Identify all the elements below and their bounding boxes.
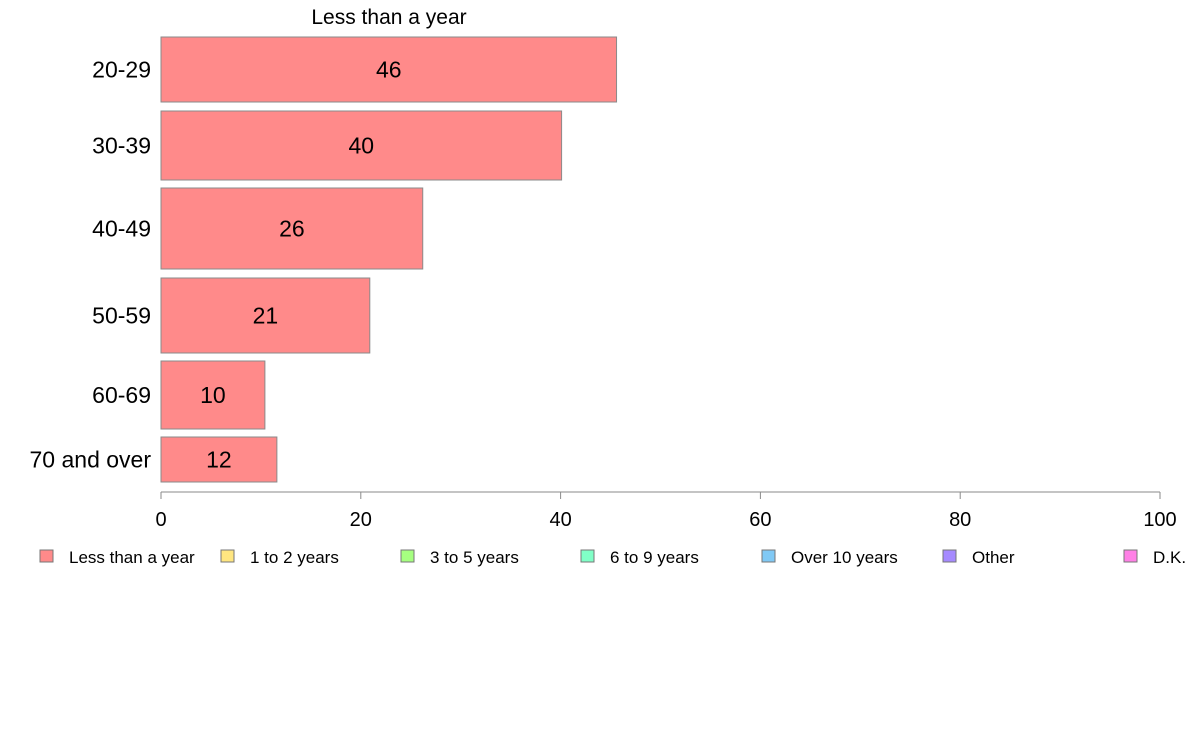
bar-20-29 [160, 36, 618, 103]
bar-70-and-over [160, 436, 278, 483]
legend-label: Less than a year [69, 548, 195, 567]
legend-label: Other [972, 548, 1015, 567]
bar-60-69 [160, 360, 266, 430]
legend-label: 1 to 2 years [250, 548, 339, 567]
category-label: 40-49 [92, 216, 151, 242]
bar-30-39 [160, 110, 563, 181]
bar-value-label: 21 [253, 303, 279, 329]
legend-label: D.K. [1153, 548, 1186, 567]
legend-swatch [39, 549, 54, 563]
legend-swatch [400, 549, 415, 563]
category-label: 20-29 [92, 57, 151, 83]
x-tick-label: 20 [350, 509, 372, 531]
legend-swatch [220, 549, 235, 563]
bar-value-label: 46 [376, 57, 402, 83]
bar-40-49 [160, 187, 424, 270]
legend-label: 3 to 5 years [430, 548, 519, 567]
legend-swatch [942, 549, 957, 563]
x-tick-label: 60 [749, 509, 771, 531]
bar-value-label: 10 [200, 382, 226, 408]
legend-swatch [1123, 549, 1138, 563]
bar-value-label: 40 [349, 133, 375, 159]
x-tick-label: 0 [155, 509, 166, 531]
legend-label: Over 10 years [791, 548, 898, 567]
category-label: 60-69 [92, 382, 151, 408]
bar-50-59 [160, 277, 371, 354]
legend-label: 6 to 9 years [610, 548, 699, 567]
bar-value-label: 12 [206, 447, 232, 473]
category-label: 70 and over [30, 447, 152, 473]
x-tick-label: 80 [949, 509, 971, 531]
category-label: 50-59 [92, 303, 151, 329]
chart-title: Less than a year [311, 6, 466, 29]
bar-value-label: 26 [279, 216, 305, 242]
legend-swatch [761, 549, 776, 563]
x-tick-label: 100 [1143, 509, 1176, 531]
legend-swatch [580, 549, 595, 563]
bars-group: 46 20-29 40 30-39 26 40-49 21 50-59 10 60-69 12 70 … [30, 36, 618, 483]
category-label: 30-39 [92, 133, 151, 159]
x-axis: 0 20 40 60 80 100 [155, 491, 1177, 531]
x-tick-label: 40 [549, 509, 571, 531]
legend: Less than a year 1 to 2 years 3 to 5 years… [39, 548, 1186, 567]
